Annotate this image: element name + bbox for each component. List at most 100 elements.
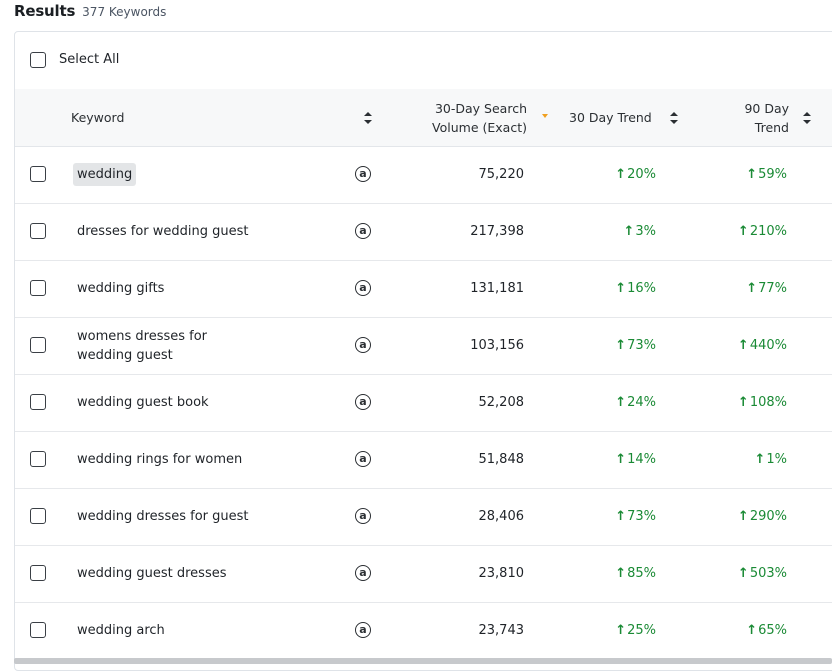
trend-30-value: 85% xyxy=(627,566,656,581)
trend-90-value: 210% xyxy=(749,224,787,239)
select-all-checkbox[interactable] xyxy=(30,52,46,68)
keyword-text: dresses for wedding guest xyxy=(77,224,249,239)
trend-90-value: 59% xyxy=(758,167,787,182)
keyword-cell[interactable]: wedding gifts xyxy=(77,260,257,317)
trend-30-value: 14% xyxy=(627,452,656,467)
amazon-icon[interactable]: a xyxy=(355,337,371,353)
trend-90-value: 1% xyxy=(766,452,787,467)
arrow-up-icon: ↑ xyxy=(615,167,627,182)
arrow-up-icon: ↑ xyxy=(615,338,627,353)
keyword-cell[interactable]: wedding guest book xyxy=(77,374,257,431)
arrow-up-icon: ↑ xyxy=(737,566,749,581)
trend-90-cell: ↑ 65% xyxy=(705,602,787,659)
keyword-cell[interactable]: wedding arch xyxy=(77,602,257,659)
row-checkbox[interactable] xyxy=(30,622,46,638)
arrow-up-icon: ↑ xyxy=(746,167,758,182)
search-volume-cell: 217,398 xyxy=(470,224,524,239)
trend-30-value: 3% xyxy=(635,224,656,239)
sort-30-day-trend-icon[interactable] xyxy=(670,112,678,124)
trend-30-cell: ↑ 3% xyxy=(575,203,656,260)
search-volume-cell: 23,743 xyxy=(478,623,525,638)
amazon-icon[interactable]: a xyxy=(355,394,371,410)
keyword-text: wedding dresses for guest xyxy=(77,509,249,524)
trend-90-cell: ↑ 210% xyxy=(705,203,787,260)
table-row[interactable]: wedding a 75,220 ↑ 20% ↑ 59% xyxy=(15,146,832,204)
trend-30-cell: ↑ 73% xyxy=(575,488,656,545)
search-volume-cell: 28,406 xyxy=(478,509,525,524)
arrow-up-icon: ↑ xyxy=(615,281,627,296)
keyword-cell[interactable]: wedding guest dresses xyxy=(77,545,257,602)
table-row[interactable]: wedding guest book a 52,208 ↑ 24% ↑ 108% xyxy=(15,374,832,432)
trend-90-cell: ↑ 59% xyxy=(705,146,787,203)
trend-30-cell: ↑ 20% xyxy=(575,146,656,203)
horizontal-scrollbar[interactable] xyxy=(14,658,832,664)
keyword-text: wedding guest dresses xyxy=(77,566,227,581)
arrow-up-icon: ↑ xyxy=(737,509,749,524)
column-keyword[interactable]: Keyword xyxy=(71,110,125,125)
row-checkbox[interactable] xyxy=(30,451,46,467)
table-row[interactable]: wedding arch a 23,743 ↑ 25% ↑ 65% xyxy=(15,602,832,660)
search-volume-cell: 51,848 xyxy=(478,452,525,467)
amazon-icon[interactable]: a xyxy=(355,508,371,524)
keyword-cell[interactable]: wedding dresses for guest xyxy=(77,488,257,545)
keyword-cell[interactable]: wedding rings for women xyxy=(77,431,257,488)
table-row[interactable]: wedding dresses for guest a 28,406 ↑ 73% … xyxy=(15,488,832,546)
arrow-up-icon: ↑ xyxy=(746,623,758,638)
arrow-up-icon: ↑ xyxy=(615,566,627,581)
trend-90-cell: ↑ 440% xyxy=(705,317,787,374)
keyword-text: wedding gifts xyxy=(77,281,165,296)
keyword-cell[interactable]: womens dresses for wedding guest xyxy=(77,317,237,374)
select-all-label[interactable]: Select All xyxy=(59,52,120,67)
amazon-icon[interactable]: a xyxy=(355,451,371,467)
column-search-volume-line1: 30-Day Search xyxy=(434,101,527,116)
keyword-text: wedding arch xyxy=(77,623,165,638)
trend-90-value: 503% xyxy=(749,566,787,581)
column-90-day-trend[interactable]: 90 Day Trend xyxy=(725,99,789,137)
trend-90-value: 65% xyxy=(758,623,787,638)
row-checkbox[interactable] xyxy=(30,280,46,296)
trend-30-value: 20% xyxy=(627,167,656,182)
trend-90-cell: ↑ 290% xyxy=(705,488,787,545)
amazon-icon[interactable]: a xyxy=(355,622,371,638)
row-checkbox[interactable] xyxy=(30,337,46,353)
table-row[interactable]: wedding gifts a 131,181 ↑ 16% ↑ 77% xyxy=(15,260,832,318)
row-checkbox[interactable] xyxy=(30,565,46,581)
keyword-cell[interactable]: dresses for wedding guest xyxy=(77,203,257,260)
trend-30-cell: ↑ 16% xyxy=(575,260,656,317)
column-search-volume[interactable]: 30-Day Search Volume (Exact) xyxy=(410,99,527,137)
trend-90-value: 290% xyxy=(749,509,787,524)
results-table: Select All Keyword 30-Day Search Volume … xyxy=(14,31,832,671)
table-header: Keyword 30-Day Search Volume (Exact) 30 … xyxy=(15,89,832,147)
trend-90-cell: ↑ 503% xyxy=(705,545,787,602)
table-row[interactable]: dresses for wedding guest a 217,398 ↑ 3% … xyxy=(15,203,832,261)
search-volume-cell: 75,220 xyxy=(478,167,525,182)
trend-30-value: 16% xyxy=(627,281,656,296)
arrow-up-icon: ↑ xyxy=(615,623,627,638)
row-checkbox[interactable] xyxy=(30,394,46,410)
row-checkbox[interactable] xyxy=(30,508,46,524)
trend-90-value: 440% xyxy=(749,338,787,353)
keyword-text: wedding guest book xyxy=(77,395,209,410)
column-90-day-trend-line2: Trend xyxy=(754,120,789,135)
arrow-up-icon: ↑ xyxy=(746,281,758,296)
trend-30-cell: ↑ 85% xyxy=(575,545,656,602)
row-checkbox[interactable] xyxy=(30,166,46,182)
table-row[interactable]: wedding rings for women a 51,848 ↑ 14% ↑ 1… xyxy=(15,431,832,489)
table-row[interactable]: womens dresses for wedding guest a 103,1… xyxy=(15,317,832,375)
amazon-icon[interactable]: a xyxy=(355,280,371,296)
table-row[interactable]: wedding guest dresses a 23,810 ↑ 85% ↑ 503… xyxy=(15,545,832,603)
sort-90-day-trend-icon[interactable] xyxy=(803,112,811,124)
keyword-text: wedding rings for women xyxy=(77,452,243,467)
column-30-day-trend[interactable]: 30 Day Trend xyxy=(569,110,652,125)
amazon-icon[interactable]: a xyxy=(355,166,371,182)
search-volume-cell: 103,156 xyxy=(470,338,524,353)
active-sort-indicator-icon[interactable] xyxy=(542,114,548,118)
sort-keyword-icon[interactable] xyxy=(364,112,372,124)
amazon-icon[interactable]: a xyxy=(355,565,371,581)
keyword-cell[interactable]: wedding xyxy=(73,146,257,203)
trend-30-cell: ↑ 14% xyxy=(575,431,656,488)
trend-30-cell: ↑ 24% xyxy=(575,374,656,431)
amazon-icon[interactable]: a xyxy=(355,223,371,239)
row-checkbox[interactable] xyxy=(30,223,46,239)
select-all-bar: Select All xyxy=(15,32,832,90)
